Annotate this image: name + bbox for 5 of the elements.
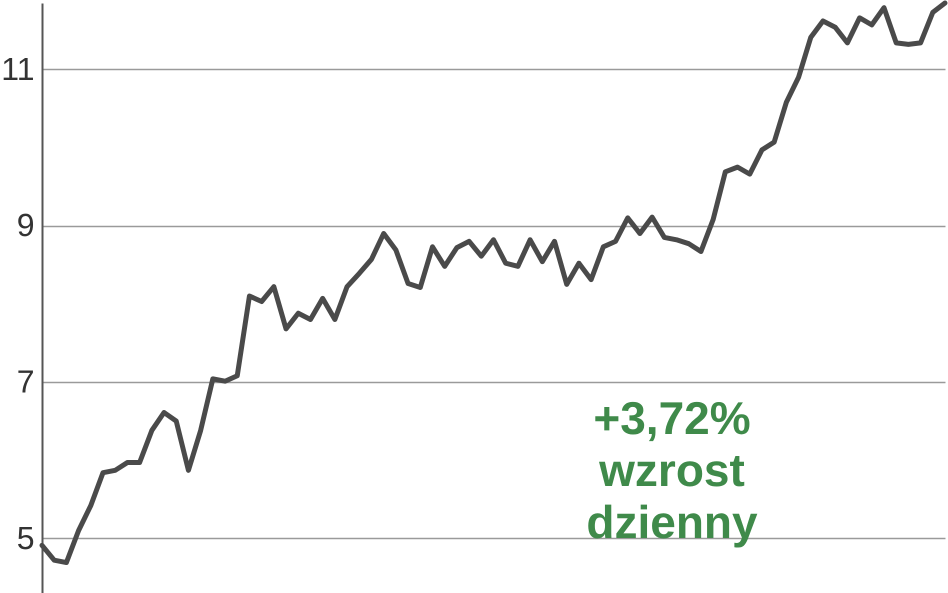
y-tick-label: 5 [16,520,34,556]
y-tick-label: 7 [16,364,34,400]
y-tick-label: 11 [1,50,34,87]
annotation: +3,72% wzrost dzienny [586,392,758,548]
y-tick-label: 9 [16,207,34,244]
